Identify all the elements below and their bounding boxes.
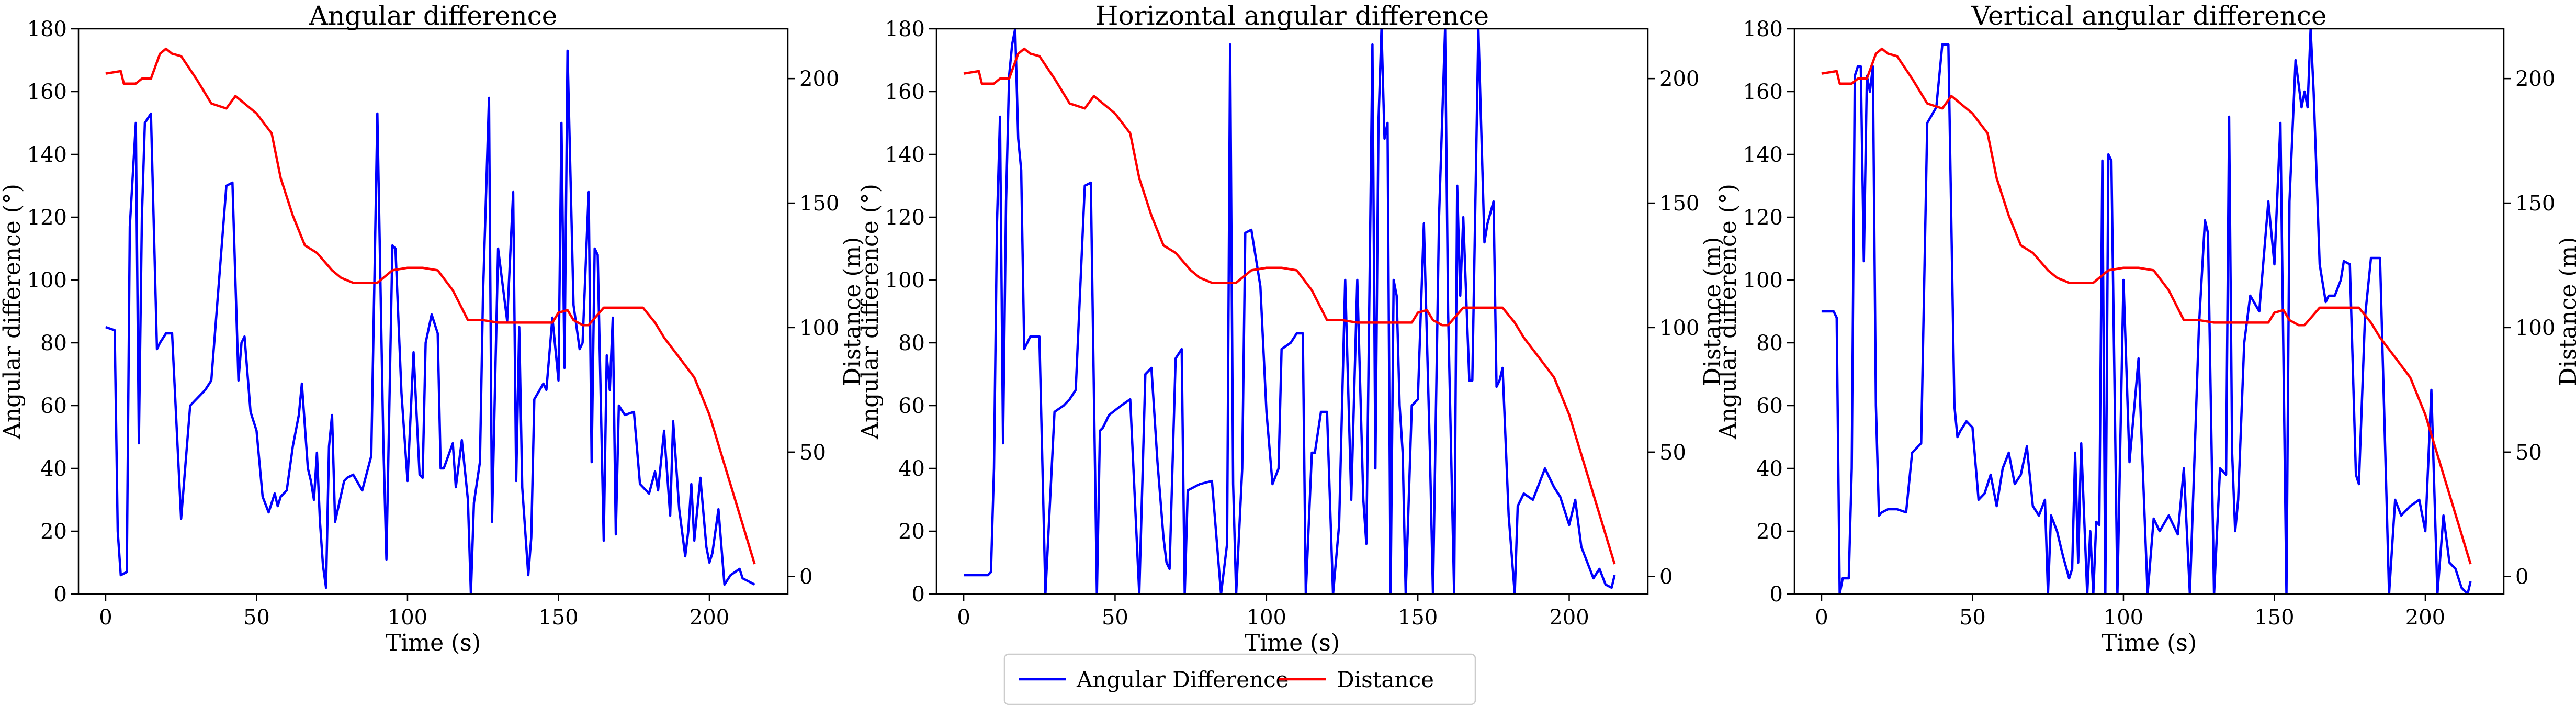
x-axis-label: Time (s) — [386, 630, 481, 656]
x-tick-label: 0 — [1815, 606, 1828, 630]
x-tick-label: 50 — [1959, 606, 1986, 630]
y-tick-label: 40 — [898, 457, 925, 481]
y-tick-label: 20 — [1756, 520, 1783, 544]
x-tick-label: 0 — [957, 606, 970, 630]
charts-group: 0 50 100 150 2000204060801001201401601800501… — [0, 1, 2576, 656]
y-tick-label: 160 — [885, 80, 925, 104]
y-tick-label: 180 — [885, 17, 925, 41]
x-tick-label: 100 — [388, 606, 427, 630]
y-tick-label: 20 — [40, 520, 67, 544]
series-line-distance — [963, 47, 1616, 565]
y2-tick-label: 50 — [799, 441, 826, 465]
y-tick-label: 120 — [885, 206, 925, 230]
y2-tick-label: 100 — [799, 316, 839, 340]
x-tick-label: 200 — [690, 606, 729, 630]
chart-panel-3: 0 50 100 150 200 0 20 40 60 80 100 120 140 160 180 0 50 1… — [1715, 1, 2576, 656]
y-tick-label: 160 — [27, 80, 67, 104]
y-tick-label: 100 — [27, 268, 67, 293]
y-tick-label: 80 — [40, 331, 67, 355]
y2-tick-label: 0 — [2515, 565, 2528, 589]
x-tick-label: 0 — [99, 606, 112, 630]
y-tick-label: 120 — [27, 206, 67, 230]
series-line-distance — [1821, 47, 2472, 565]
chart-title: Vertical angular difference — [1971, 1, 2326, 31]
x-tick-label: 100 — [1247, 606, 1286, 630]
chart-panel-2: 0 50 100 150 200 0 20 40 60 80 100 120 140 160 180 0 50 1… — [857, 1, 1726, 656]
legend-box — [1003, 653, 1476, 705]
chart-title: Horizontal angular difference — [1095, 1, 1489, 31]
legend-label-angular-difference: Angular Difference — [1076, 667, 1289, 692]
x-tick-label: 100 — [2104, 606, 2143, 630]
y2-tick-label: 150 — [1659, 192, 1699, 216]
legend: Angular Difference Distance — [1003, 653, 1476, 705]
y-tick-label: 40 — [40, 457, 67, 481]
series-line-angular-difference — [964, 29, 1616, 594]
chart-title: Angular difference — [309, 1, 558, 31]
y2-tick-label: 200 — [2515, 67, 2555, 91]
y-tick-label: 100 — [885, 268, 925, 293]
y2-axis-label: Distance (m) — [2555, 237, 2576, 386]
y-tick-label: 160 — [1743, 80, 1783, 104]
plot-frame — [935, 28, 1649, 595]
x-axis-label: Time (s) — [2102, 630, 2197, 656]
y-axis-label: Angular difference (°) — [857, 184, 884, 440]
y2-tick-label: 150 — [799, 192, 839, 216]
y-tick-label: 180 — [1743, 17, 1783, 41]
x-tick-label: 200 — [1549, 606, 1589, 630]
y-tick-label: 60 — [40, 394, 67, 418]
y2-tick-label: 0 — [1659, 565, 1673, 589]
y-tick-label: 80 — [1756, 331, 1783, 355]
y2-tick-label: 50 — [2515, 441, 2542, 465]
x-tick-label: 200 — [2405, 606, 2445, 630]
y-tick-label: 180 — [27, 17, 67, 41]
x-tick-label: 50 — [1102, 606, 1128, 630]
y-tick-label: 60 — [1756, 394, 1783, 418]
y-tick-label: 40 — [1756, 457, 1783, 481]
y2-tick-label: 0 — [799, 565, 812, 589]
y2-tick-label: 200 — [799, 67, 839, 91]
plot-frame — [77, 28, 789, 595]
y2-axis-label: Distance (m) — [839, 237, 866, 386]
legend-label-distance: Distance — [1337, 667, 1434, 692]
y2-tick-label: 200 — [1659, 67, 1699, 91]
y-tick-label: 120 — [1743, 206, 1783, 230]
plot-frame — [1793, 28, 2505, 595]
y-tick-label: 60 — [898, 394, 925, 418]
x-tick-label: 150 — [1398, 606, 1438, 630]
y-tick-label: 100 — [1743, 268, 1783, 293]
y-axis-label: Angular difference (°) — [1715, 184, 1742, 440]
x-axis-label: Time (s) — [1245, 630, 1340, 656]
x-tick-label: 150 — [538, 606, 578, 630]
y2-axis-label: Distance (m) — [1699, 237, 1726, 386]
chart-panel-1: 0 50 100 150 200 0 20 40 60 80 100 120 140 160 180 0 50 1… — [0, 1, 866, 656]
y-tick-label: 140 — [27, 143, 67, 167]
y2-tick-label: 150 — [2515, 192, 2555, 216]
y-tick-label: 140 — [885, 143, 925, 167]
y-axis-label: Angular difference (°) — [0, 184, 26, 440]
y-tick-label: 140 — [1743, 143, 1783, 167]
x-tick-label: 150 — [2254, 606, 2294, 630]
y-tick-label: 0 — [54, 582, 67, 607]
y2-tick-label: 100 — [1659, 316, 1699, 340]
y2-tick-label: 100 — [2515, 316, 2555, 340]
x-tick-label: 50 — [243, 606, 270, 630]
series-line-distance — [105, 47, 756, 565]
y-tick-label: 0 — [912, 582, 925, 607]
y-tick-label: 20 — [898, 520, 925, 544]
series-line-angular-difference — [1821, 29, 2472, 594]
y2-tick-label: 50 — [1659, 441, 1686, 465]
series-line-angular-difference — [105, 49, 755, 594]
y-tick-label: 0 — [1770, 582, 1783, 607]
y-tick-label: 80 — [898, 331, 925, 355]
